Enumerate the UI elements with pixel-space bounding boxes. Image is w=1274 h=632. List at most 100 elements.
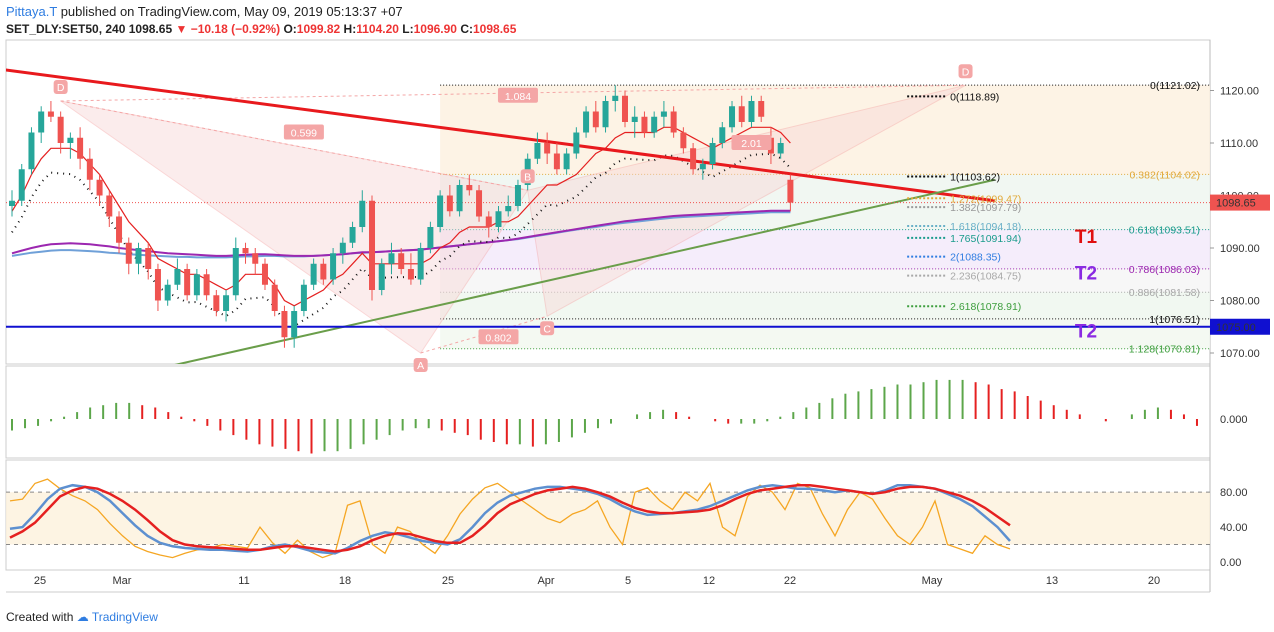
y-tick-label: 1090.00 (1220, 243, 1260, 255)
stochastic-y-label: 0.00 (1220, 557, 1241, 569)
candle (28, 132, 35, 170)
candle (378, 263, 385, 290)
fib-level-label: 0.618(1093.51) (1129, 225, 1200, 237)
x-tick-label: 12 (703, 575, 715, 587)
fib-ext-label: 2(1088.35) (950, 252, 1001, 264)
y-tick-label: 1080.00 (1220, 296, 1260, 308)
candle (86, 158, 93, 180)
candle (641, 116, 648, 133)
tradingview-link[interactable]: TradingView (91, 610, 158, 624)
fib-ext-label: 1(1103.62) (950, 171, 1000, 183)
fib-band (440, 174, 1210, 230)
candle (310, 263, 317, 285)
fib-ext-label: 1.382(1097.79) (950, 202, 1021, 214)
candle (709, 143, 716, 164)
fib-ext-label: 1.272(1099.47) (950, 193, 1021, 205)
candle (514, 185, 521, 206)
candle (96, 179, 103, 196)
author-name[interactable]: Pittaya.T (6, 4, 58, 19)
x-tick-label: 25 (442, 575, 454, 587)
published-info: published on TradingView.com, May 09, 20… (60, 4, 403, 19)
pattern-ratio-label: 1.084 (505, 91, 531, 103)
candle (57, 116, 64, 143)
pattern-point-badge (413, 358, 428, 372)
histogram-pane (5, 365, 1211, 459)
pattern-point-badge (520, 169, 535, 184)
stochastic-line (9, 478, 1011, 559)
candle (407, 269, 414, 280)
last-price: 1098.65 (128, 22, 173, 36)
candle (174, 269, 181, 285)
candle (777, 143, 784, 154)
candle (339, 242, 346, 254)
down-arrow-icon: ▼ (175, 22, 188, 36)
symbol-name[interactable]: SET_DLY:SET50, 240 (6, 22, 126, 36)
x-tick-label: 13 (1046, 575, 1058, 587)
pattern-point-label: C (543, 323, 551, 335)
x-tick-label: 25 (34, 575, 46, 587)
candle (583, 111, 590, 133)
candle (164, 284, 171, 301)
candle (184, 269, 191, 296)
x-tick-label: 20 (1148, 575, 1160, 587)
candle (67, 137, 74, 143)
fib-ext-label: 2.618(1078.91) (950, 301, 1021, 313)
stochastic-y-label: 40.00 (1220, 522, 1248, 534)
pattern-line (420, 315, 548, 354)
stochastic-line (9, 483, 1011, 553)
price-axis-badge (1210, 194, 1270, 211)
candle (505, 206, 512, 212)
candle (154, 269, 161, 301)
fib-ext-label: 1.618(1094.18) (950, 221, 1021, 233)
x-tick-label: Apr (537, 575, 554, 587)
candle (223, 295, 230, 311)
candle (116, 216, 123, 243)
candle (787, 179, 794, 203)
stochastic-y-label: 80.00 (1220, 487, 1248, 499)
fib-ext-label: 2.236(1084.75) (950, 271, 1021, 283)
high-value: 1104.20 (356, 22, 399, 36)
candle (563, 153, 570, 170)
tradingview-logo-icon: ☁ (76, 610, 89, 624)
candle (738, 106, 745, 122)
fib-level-label: 0.382(1104.02) (1130, 169, 1200, 181)
pattern-ratio-label: 2.01 (741, 138, 762, 150)
candle (690, 148, 697, 170)
candle (660, 111, 667, 117)
price-axis-badge (1210, 318, 1270, 335)
price-plot (6, 68, 1210, 364)
x-tick-label: Mar (113, 575, 132, 587)
candle (398, 253, 405, 269)
candle (456, 185, 463, 212)
candle (621, 95, 628, 122)
candle (320, 263, 327, 280)
candle (427, 227, 434, 248)
candle (729, 106, 736, 128)
candle (612, 95, 619, 101)
histogram-y-label: 0.000 (1220, 414, 1248, 426)
close-value: 1098.65 (473, 22, 517, 36)
candle (349, 227, 356, 243)
candle (651, 116, 658, 133)
candle (125, 242, 132, 264)
candle (553, 153, 560, 170)
candle (631, 116, 638, 122)
fib-level-label: 0.786(1086.03) (1129, 264, 1200, 276)
candle (544, 143, 551, 154)
symbol-legend: SET_DLY:SET50, 240 1098.65 ▼ −10.18 (−0.… (6, 22, 517, 36)
open-value: 1099.82 (296, 22, 341, 36)
pattern-point-badge (53, 80, 68, 94)
candle (203, 274, 210, 296)
target-label: T2 (1075, 321, 1097, 342)
price-axis-badge-label: 1098.65 (1216, 198, 1256, 210)
candle (242, 248, 249, 254)
pattern-point-badge (540, 321, 555, 336)
y-tick-label: 1120.00 (1220, 86, 1259, 98)
candle (573, 132, 580, 154)
candle (193, 274, 200, 296)
candle (748, 101, 755, 122)
price-change: −10.18 (−0.92%) (190, 22, 281, 36)
candle (145, 248, 152, 269)
target-label: T1 (1075, 227, 1098, 248)
